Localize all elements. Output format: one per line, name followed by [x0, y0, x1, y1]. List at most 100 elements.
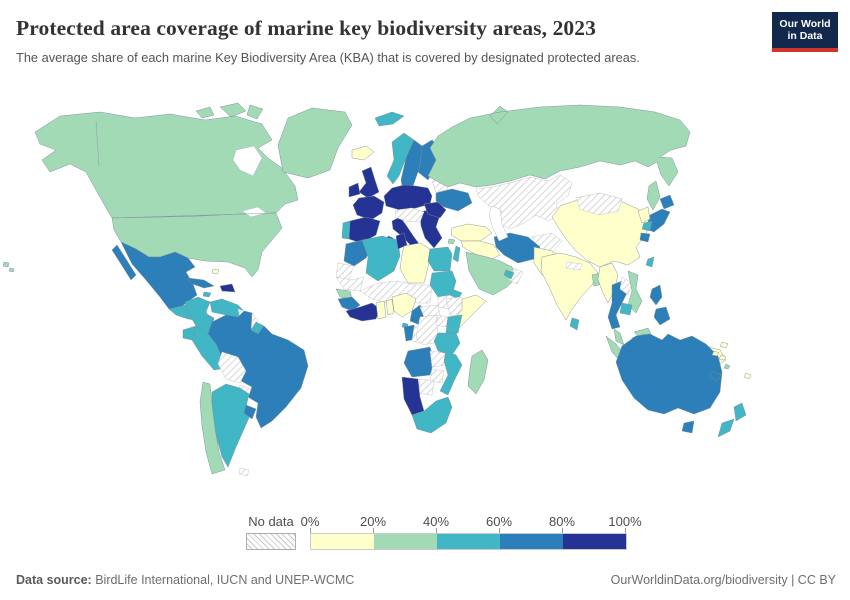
country-algeria[interactable]: [361, 235, 401, 282]
legend-tick-0: 0%: [300, 514, 320, 529]
country-laos[interactable]: [619, 276, 633, 296]
country-dominican-republic[interactable]: [219, 283, 236, 293]
legend-tick-100: 100%: [608, 514, 642, 529]
country-australia[interactable]: [615, 333, 723, 434]
legend-bin-20-40[interactable]: [374, 534, 437, 549]
country-south-africa[interactable]: [411, 396, 453, 434]
legend-bin-60-80[interactable]: [500, 534, 563, 549]
country-central-europe[interactable]: [394, 207, 425, 223]
country-vanuatu[interactable]: [723, 363, 731, 370]
country-drc[interactable]: [415, 314, 439, 346]
country-vietnam[interactable]: [627, 270, 643, 314]
country-india[interactable]: [540, 252, 599, 321]
country-south-korea[interactable]: [641, 220, 653, 232]
country-cambodia[interactable]: [619, 302, 633, 316]
legend-bin-80-100[interactable]: [563, 534, 626, 549]
internal-borders: [95, 120, 277, 219]
country-cuba[interactable]: [187, 277, 215, 289]
caspian-sea: [488, 205, 509, 242]
country-germany-poland-baltics[interactable]: [383, 184, 433, 211]
country-romania-bulgaria[interactable]: [423, 201, 447, 219]
legend-bin-0-20[interactable]: [311, 534, 374, 549]
country-egypt[interactable]: [427, 246, 453, 272]
country-russia[interactable]: [427, 104, 691, 211]
data-source: Data source: BirdLife International, IUC…: [16, 573, 354, 587]
legend-tick-60: 60%: [485, 514, 513, 529]
country-solomon-islands[interactable]: [711, 350, 727, 361]
country-taiwan[interactable]: [645, 256, 655, 268]
country-israel[interactable]: [452, 245, 461, 263]
legend-bin-40-60[interactable]: [437, 534, 500, 549]
country-zimbabwe[interactable]: [429, 368, 445, 384]
country-bolivia[interactable]: [217, 351, 247, 384]
legend-tickmark: [310, 528, 311, 533]
country-togo-benin[interactable]: [385, 298, 395, 316]
country-central-african-republic[interactable]: [419, 304, 441, 318]
country-chile[interactable]: [199, 381, 226, 475]
country-fiji[interactable]: [743, 372, 752, 380]
map-legend: No data 0% 20% 40% 60% 80% 100%: [246, 513, 642, 553]
country-new-zealand[interactable]: [717, 402, 747, 438]
legend-tick-40: 40%: [422, 514, 450, 529]
country-norway[interactable]: [374, 111, 415, 185]
country-iraq-syria[interactable]: [460, 240, 501, 262]
country-libya[interactable]: [399, 242, 431, 284]
country-north-korea[interactable]: [637, 206, 651, 224]
country-ireland[interactable]: [348, 182, 361, 198]
country-uganda[interactable]: [435, 314, 449, 328]
data-source-label: Data source:: [16, 573, 92, 587]
hudson-bay: [232, 145, 263, 177]
country-nepal[interactable]: [565, 261, 583, 271]
owid-logo[interactable]: Our World in Data: [772, 12, 838, 52]
country-cyprus[interactable]: [447, 238, 456, 245]
country-saudi-arabia[interactable]: [465, 251, 518, 296]
country-falkland-islands[interactable]: [238, 467, 250, 477]
country-bahamas[interactable]: [211, 268, 220, 275]
country-madagascar[interactable]: [467, 349, 489, 395]
country-portugal[interactable]: [341, 220, 351, 240]
country-zambia[interactable]: [429, 350, 447, 368]
no-data-label: No data: [248, 514, 294, 529]
owid-logo-line1: Our World: [779, 18, 831, 30]
country-greenland[interactable]: [277, 107, 353, 179]
country-iceland[interactable]: [351, 145, 375, 161]
country-ghana[interactable]: [375, 300, 387, 320]
country-jamaica[interactable]: [202, 291, 212, 298]
country-ukraine[interactable]: [435, 188, 473, 212]
country-botswana[interactable]: [417, 378, 435, 396]
legend-tickmark: [373, 528, 374, 533]
country-tunisia[interactable]: [395, 232, 408, 250]
country-angola[interactable]: [403, 346, 435, 378]
country-mozambique[interactable]: [439, 350, 463, 396]
country-turkey[interactable]: [450, 223, 493, 242]
country-france[interactable]: [352, 195, 385, 221]
water-overlays: [232, 145, 509, 242]
country-sri-lanka[interactable]: [569, 317, 580, 331]
country-kenya[interactable]: [445, 314, 463, 334]
legend-tickmark: [499, 528, 500, 533]
data-source-text: BirdLife International, IUCN and UNEP-WC…: [91, 573, 355, 587]
country-new-caledonia[interactable]: [709, 370, 722, 382]
country-uruguay[interactable]: [243, 404, 257, 420]
no-data-swatch[interactable]: [246, 533, 296, 550]
country-canada[interactable]: [34, 102, 299, 219]
chart-title: Protected area coverage of marine key bi…: [16, 16, 596, 40]
legend-color-bar: [310, 533, 627, 550]
country-sweden[interactable]: [400, 139, 423, 191]
country-somalia[interactable]: [455, 294, 487, 330]
great-lakes: [241, 206, 267, 218]
country-venezuela[interactable]: [209, 298, 245, 318]
country-united-kingdom[interactable]: [358, 166, 380, 199]
legend-tick-20: 20%: [359, 514, 387, 529]
country-mongolia-overlay[interactable]: [575, 192, 623, 216]
legend-tickmark: [562, 528, 563, 533]
country-uae[interactable]: [503, 269, 515, 280]
country-mauritania[interactable]: [335, 276, 365, 292]
legend-tickmark: [625, 528, 626, 533]
owid-url-license[interactable]: OurWorldinData.org/biodiversity | CC BY: [610, 573, 836, 587]
owid-logo-line2: in Data: [787, 30, 823, 42]
legend-tickmark: [436, 528, 437, 533]
country-philippines[interactable]: [649, 284, 671, 326]
